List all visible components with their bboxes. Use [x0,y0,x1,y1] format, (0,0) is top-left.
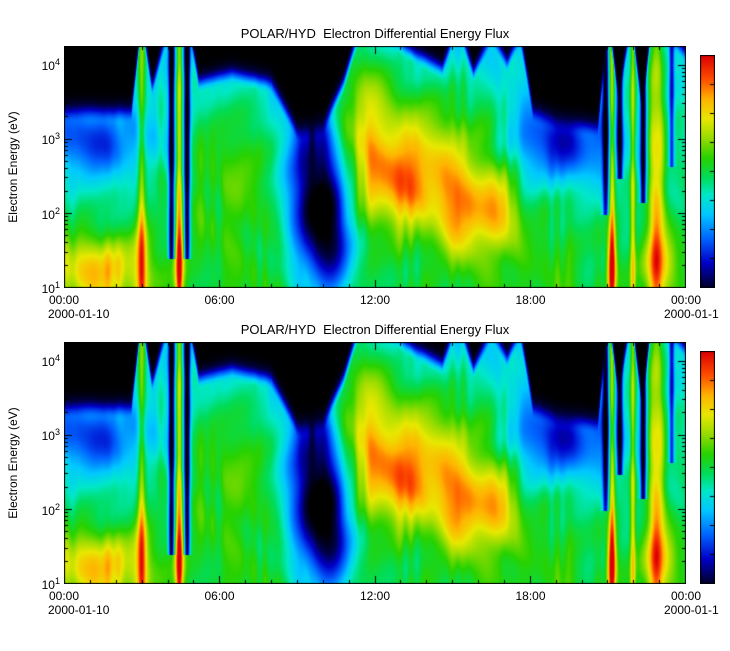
colorbar [700,55,715,288]
y-axis-label: Electron Energy (eV) [6,407,20,519]
spectrogram-panel-bottom: POLAR/HYD Electron Differential Energy F… [0,306,730,628]
spectrogram-panel-top: POLAR/HYD Electron Differential Energy F… [0,10,730,332]
x-tick-label: 00:00 [670,589,702,603]
y-tick-label: 102 [41,501,60,518]
chart-title: POLAR/HYD Electron Differential Energy F… [240,26,510,41]
x-tick-label: 00:00 [670,293,702,307]
x-tick-label: 18:00 [515,293,546,307]
x-tick-label: 12:00 [359,589,391,603]
y-tick-label: 103 [41,131,60,148]
spectrogram-canvas [64,342,686,584]
x-tick-label: 00:00 [48,589,80,603]
y-tick-label: 104 [41,352,60,369]
x-axis-date-right: 2000-01-1 [664,307,719,321]
y-tick-label: 101 [41,576,60,592]
x-tick-label: 00:00 [48,293,80,307]
colorbar [700,351,715,584]
y-tick-label: 103 [41,427,60,444]
chart-title: POLAR/HYD Electron Differential Energy F… [240,322,510,337]
x-tick-label: 12:00 [359,293,391,307]
spectrogram-canvas [64,46,686,288]
x-axis-date-left: 2000-01-10 [48,603,110,617]
x-tick-label: 18:00 [515,589,546,603]
y-tick-label: 102 [41,205,60,222]
y-tick-label: 101 [41,280,60,296]
y-axis-label: Electron Energy (eV) [6,111,20,223]
x-tick-label: 06:00 [204,293,235,307]
x-axis-date-right: 2000-01-1 [664,603,719,617]
y-tick-label: 104 [41,56,60,73]
x-axis-date-left: 2000-01-10 [48,307,110,321]
x-tick-label: 06:00 [204,589,235,603]
